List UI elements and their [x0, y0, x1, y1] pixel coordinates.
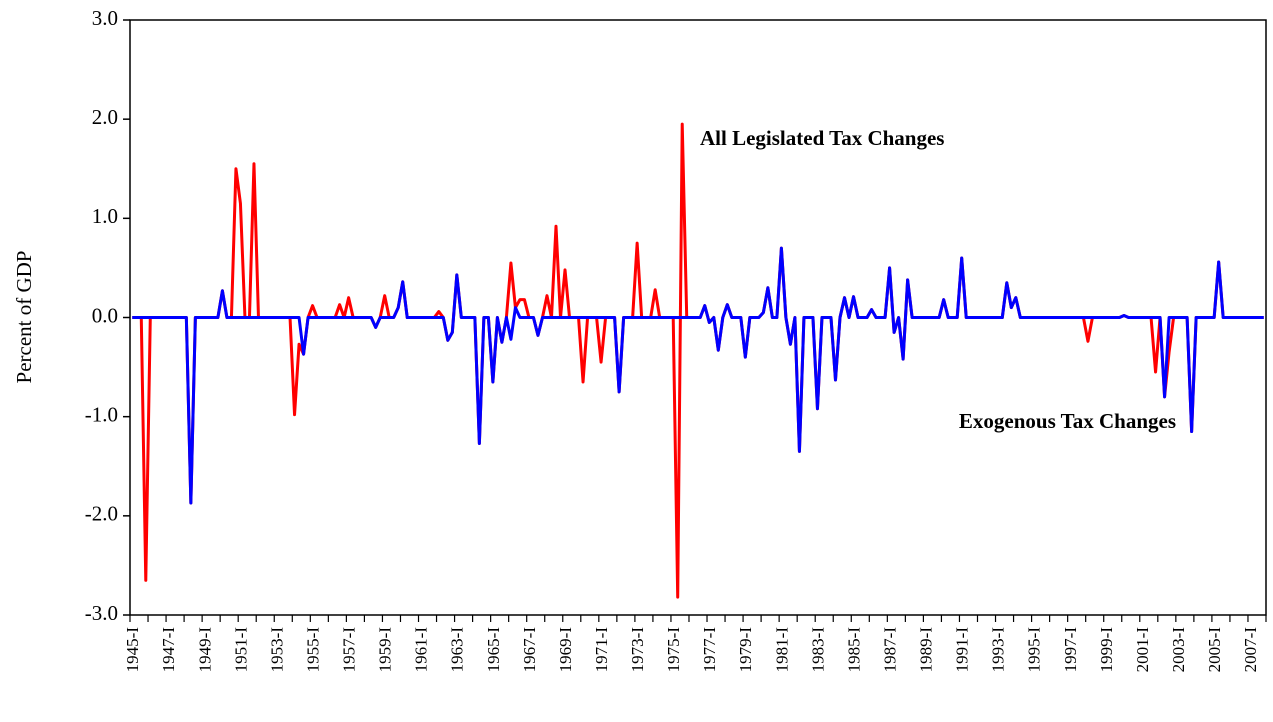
- x-tick-label: 1997-I: [1061, 627, 1080, 673]
- x-tick-label: 1981-I: [772, 627, 791, 673]
- y-tick-label: 0.0: [92, 303, 118, 327]
- x-tick-label: 1951-I: [231, 627, 250, 673]
- x-tick-label: 1975-I: [664, 627, 683, 673]
- series-line: [132, 122, 1264, 599]
- x-tick-label: 1945-I: [123, 627, 142, 673]
- series-annotation: All Legislated Tax Changes: [700, 126, 944, 150]
- series-annotation: Exogenous Tax Changes: [959, 409, 1176, 433]
- y-tick-label: 1.0: [92, 204, 118, 228]
- y-axis-label: Percent of GDP: [12, 251, 36, 384]
- x-tick-label: 1991-I: [953, 627, 972, 673]
- x-tick-label: 1979-I: [736, 627, 755, 673]
- x-tick-label: 2005-I: [1205, 627, 1224, 673]
- x-tick-label: 1993-I: [989, 627, 1008, 673]
- x-tick-label: 1989-I: [917, 627, 936, 673]
- x-tick-label: 1953-I: [267, 627, 286, 673]
- x-tick-label: 1999-I: [1097, 627, 1116, 673]
- x-tick-label: 1973-I: [628, 627, 647, 673]
- x-tick-label: 1971-I: [592, 627, 611, 673]
- x-tick-label: 1983-I: [808, 627, 827, 673]
- y-tick-label: 3.0: [92, 6, 118, 30]
- x-tick-label: 1947-I: [159, 627, 178, 673]
- y-tick-label: 2.0: [92, 105, 118, 129]
- x-tick-label: 1959-I: [376, 627, 395, 673]
- x-tick-label: 2007-I: [1241, 627, 1260, 673]
- y-tick-label: -3.0: [85, 601, 118, 625]
- y-tick-label: -2.0: [85, 502, 118, 526]
- x-tick-label: 1969-I: [556, 627, 575, 673]
- y-tick-label: -1.0: [85, 402, 118, 426]
- x-tick-label: 1963-I: [448, 627, 467, 673]
- x-tick-label: 2003-I: [1169, 627, 1188, 673]
- x-tick-label: 2001-I: [1133, 627, 1152, 673]
- x-tick-label: 1961-I: [412, 627, 431, 673]
- x-tick-label: 1985-I: [844, 627, 863, 673]
- x-tick-label: 1965-I: [484, 627, 503, 673]
- plot-frame: [129, 19, 1267, 616]
- x-tick-label: 1955-I: [303, 627, 322, 673]
- x-tick-label: 1977-I: [700, 627, 719, 673]
- x-tick-label: 1967-I: [520, 627, 539, 673]
- x-tick-label: 1995-I: [1025, 627, 1044, 673]
- x-tick-label: 1957-I: [340, 627, 359, 673]
- x-tick-label: 1949-I: [195, 627, 214, 673]
- series-line: [132, 246, 1264, 505]
- x-tick-label: 1987-I: [880, 627, 899, 673]
